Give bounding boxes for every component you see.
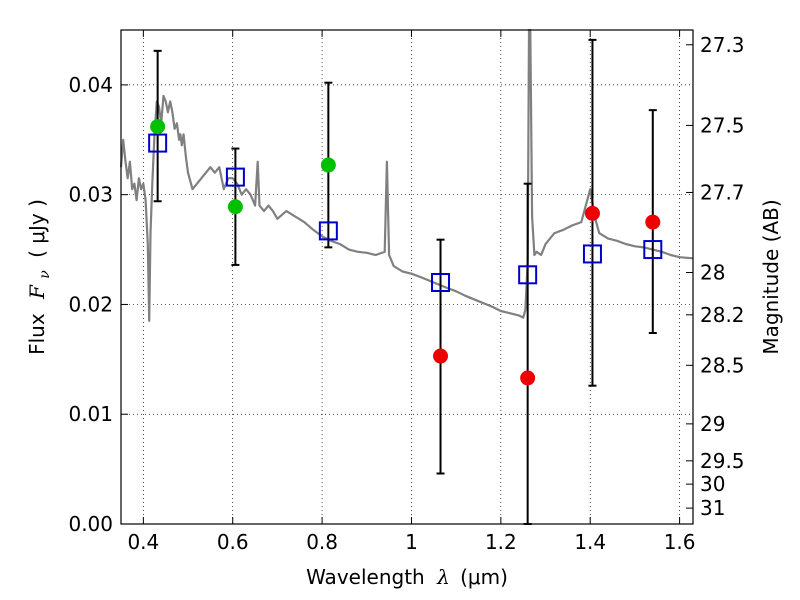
x-axis-units: (μm)	[460, 565, 508, 589]
y-tick-label: 0.00	[68, 512, 113, 536]
tick-layer: 0.4 0.6 0.8 1 1.2 1.4 1.6 0.00 0.01 0.02 0.03 0.04 2…	[68, 30, 745, 554]
plot-background	[121, 30, 693, 524]
model-photometry-square	[225, 167, 245, 187]
mag-tick-label: 29.5	[700, 449, 745, 473]
x-tick-label: 1.4	[574, 530, 606, 554]
y-axis-title: Flux F ν ( μJy )	[25, 199, 54, 355]
model-photometry-square	[318, 221, 338, 241]
model-spectrum-line	[119, 28, 694, 322]
mag-tick-label: 29	[700, 412, 725, 436]
x-tick-label: 1	[405, 530, 418, 554]
x-axis-label: Wavelength	[306, 565, 425, 589]
mag-tick-label: 30	[700, 472, 725, 496]
y-axis-label: Flux	[25, 313, 49, 355]
mag-tick-label: 27.5	[700, 113, 745, 137]
y-tick-label: 0.04	[68, 73, 113, 97]
mag-tick-label: 27.3	[700, 33, 745, 57]
model-photometry-square	[148, 133, 168, 153]
x-tick-label: 1.6	[664, 530, 696, 554]
mag-tick-label: 28	[700, 260, 725, 284]
nondetection-point	[520, 370, 536, 386]
nondetection-point	[433, 348, 449, 364]
detection-point	[227, 199, 243, 215]
x-axis-title: Wavelength λ (μm)	[306, 565, 508, 589]
model-photometry-square	[582, 244, 602, 264]
x-tick-label: 1.2	[485, 530, 517, 554]
model-photometry-square	[643, 240, 663, 260]
y-axis-units: ( μJy )	[25, 199, 49, 258]
mag-tick-label: 28.5	[700, 353, 745, 377]
plot-frame	[120, 29, 694, 525]
detection-point	[150, 119, 166, 135]
mag-tick-label: 28.2	[700, 303, 745, 327]
y-axis-subscript: ν	[37, 270, 53, 279]
model-photometry-square	[518, 265, 538, 285]
nondetection-point	[645, 214, 661, 230]
y2-axis-title: Magnitude (AB)	[759, 199, 783, 354]
x-tick-label: 0.4	[127, 530, 159, 554]
x-tick-label: 0.6	[217, 530, 249, 554]
y-tick-label: 0.01	[68, 402, 113, 426]
y-axis-symbol: F	[25, 284, 49, 300]
y-tick-label: 0.03	[68, 183, 113, 207]
nondetection-point	[584, 205, 600, 221]
plot-content	[119, 28, 694, 525]
mag-tick-label: 27.7	[700, 180, 745, 204]
detection-point	[320, 157, 336, 173]
mag-tick-label: 31	[700, 496, 725, 520]
y-tick-label: 0.02	[68, 292, 113, 316]
model-photometry-square	[431, 272, 451, 292]
x-axis-symbol: λ	[436, 565, 450, 589]
x-tick-label: 0.8	[306, 530, 338, 554]
